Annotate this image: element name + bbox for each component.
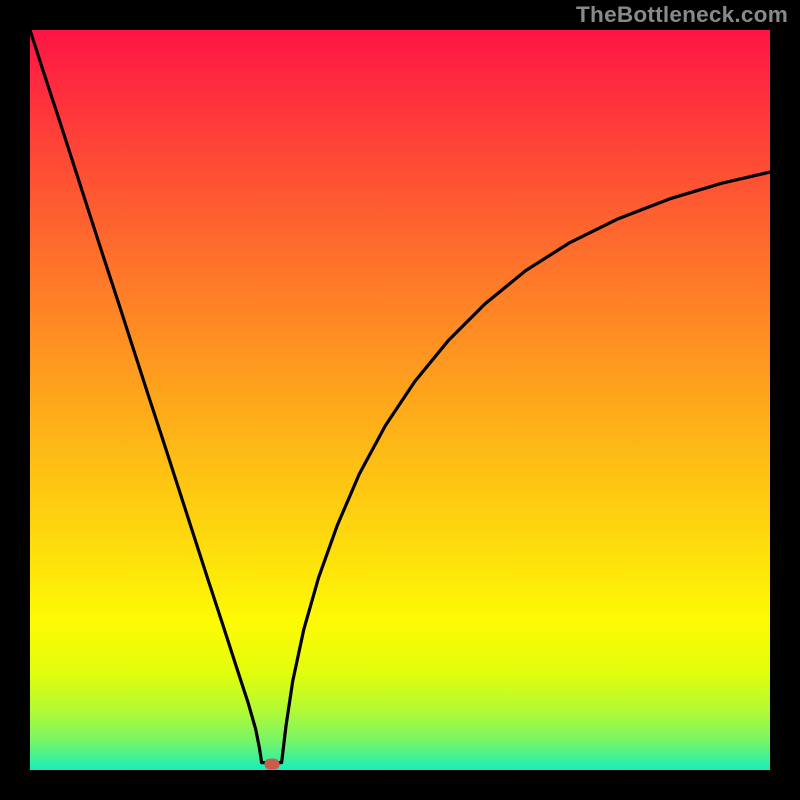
bottleneck-chart: [0, 0, 800, 800]
chart-frame: TheBottleneck.com: [0, 0, 800, 800]
optimal-point-marker: [264, 759, 279, 770]
plot-background: [30, 30, 770, 770]
watermark-text: TheBottleneck.com: [576, 2, 788, 28]
